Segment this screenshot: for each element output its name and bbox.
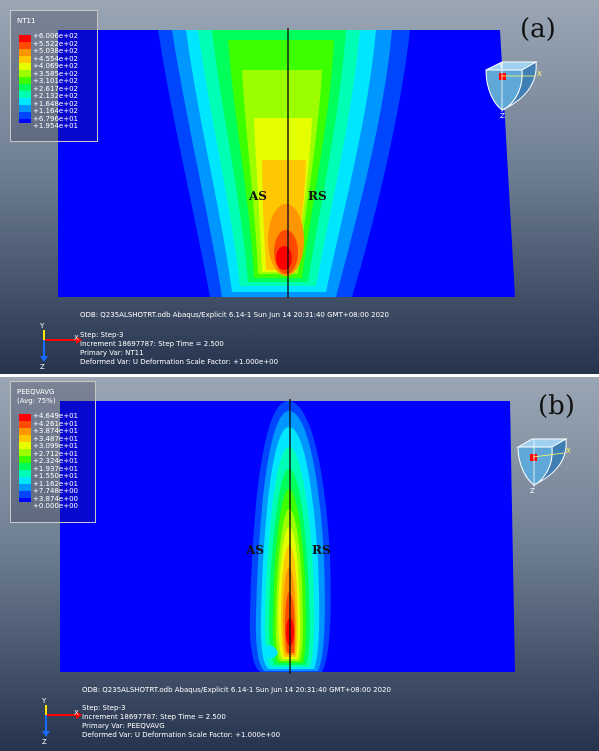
legend-value: +5.038e+02 (33, 47, 78, 55)
view-cube-icon (485, 61, 538, 112)
legend-swatch (19, 70, 31, 77)
triad-z-label: Z (42, 738, 47, 746)
legend-value: +1.648e+02 (33, 99, 78, 108)
axis-triad-icon (42, 705, 82, 737)
odb-info-line: ODB: Q235ALSHOTRT.odb Abaqus/Explicit 6.… (80, 311, 389, 319)
legend-value: +2.617e+02 (33, 84, 78, 93)
legend-averaging-note: (Avg: 75%) (17, 397, 56, 405)
legend-swatch (19, 449, 31, 456)
retreating-side-label: RS (308, 189, 327, 203)
legend-swatch (19, 470, 31, 477)
legend-swatch (19, 421, 31, 428)
legend-swatch (19, 49, 31, 56)
contour-band (276, 246, 292, 270)
legend-swatch (19, 98, 31, 105)
legend-swatch (19, 491, 31, 498)
primary-var-line: Primary Var: PEEQVAVG (82, 722, 165, 730)
legend-swatch (19, 63, 31, 70)
legend-value: +2.712e+01 (33, 449, 78, 458)
increment-info-line: Increment 18697787: Step Time = 2.500 (82, 713, 226, 721)
legend-swatch (19, 477, 31, 484)
legend-swatch (19, 105, 31, 112)
legend-swatch (19, 456, 31, 463)
step-info-line: Step: Step-3 (82, 704, 126, 712)
legend-swatch (19, 119, 31, 123)
cube-z-label: Z (500, 112, 505, 120)
advancing-side-label: AS (246, 543, 264, 557)
panel-a: NT11 +6.006e+02 +5.522e+02 +5.038e+02 +4… (0, 0, 599, 374)
legend-value: +1.937e+01 (33, 464, 78, 473)
legend-swatch (19, 484, 31, 491)
legend-value: +4.554e+02 (33, 54, 78, 63)
step-info-line: Step: Step-3 (80, 331, 124, 339)
panel-label: (b) (538, 391, 575, 421)
legend-swatch (19, 414, 31, 421)
triad-y-label: Y (42, 697, 47, 705)
legend-value: +7.748e+00 (33, 487, 78, 495)
legend-swatch (19, 42, 31, 49)
triad-y-label: Y (40, 322, 45, 330)
legend-value: +6.006e+02 (33, 32, 78, 40)
legend-value: +4.649e+01 (33, 412, 78, 420)
legend-swatch (19, 112, 31, 119)
triad-x-label: X (74, 709, 79, 717)
contour-legend: NT11 +6.006e+02 +5.522e+02 +5.038e+02 +4… (10, 10, 98, 142)
legend-swatch (19, 84, 31, 91)
triad-x-label: X (74, 334, 79, 342)
legend-value: +1.954e+01 (33, 122, 78, 130)
legend-swatch (19, 498, 31, 502)
legend-variable-name: PEEQVAVG (17, 388, 55, 396)
retreating-side-label: RS (312, 543, 331, 557)
panel-label: (a) (520, 14, 556, 44)
legend-swatch (19, 463, 31, 470)
legend-swatch (19, 91, 31, 98)
legend-value: +4.261e+01 (33, 419, 78, 428)
legend-value: +1.162e+01 (33, 479, 78, 488)
legend-value: +3.099e+01 (33, 442, 78, 450)
legend-value: +3.585e+02 (33, 69, 78, 78)
legend-value: +2.324e+01 (33, 457, 78, 465)
cube-x-label: X (537, 70, 542, 78)
cube-z-label: Z (530, 487, 535, 495)
legend-swatch (19, 35, 31, 42)
view-cube-icon (516, 438, 568, 487)
legend-value: +2.132e+02 (33, 92, 78, 100)
panel-b: PEEQVAVG (Avg: 75%) +4.649e+01 +4.261e+0… (0, 377, 599, 751)
legend-swatch (19, 77, 31, 84)
odb-info-line: ODB: Q235ALSHOTRT.odb Abaqus/Explicit 6.… (82, 686, 391, 694)
contour-band (262, 645, 278, 659)
primary-var-line: Primary Var: NT11 (80, 349, 144, 357)
legend-variable-name: NT11 (17, 17, 36, 25)
triad-z-label: Z (40, 363, 45, 371)
legend-swatch (19, 435, 31, 442)
axis-triad-icon (40, 330, 82, 362)
legend-value: +1.550e+01 (33, 472, 78, 480)
cube-x-label: X (566, 447, 571, 455)
deformed-var-line: Deformed Var: U Deformation Scale Factor… (82, 731, 281, 739)
legend-value: +6.796e+01 (33, 114, 78, 123)
legend-swatch (19, 428, 31, 435)
contour-legend: PEEQVAVG (Avg: 75%) +4.649e+01 +4.261e+0… (10, 381, 96, 523)
legend-value: +3.487e+01 (33, 434, 78, 443)
cube-y-label: Y (499, 62, 504, 70)
advancing-side-label: AS (249, 189, 267, 203)
legend-value: +4.069e+02 (33, 62, 78, 70)
legend-swatch (19, 56, 31, 63)
contour-plot-b (42, 399, 568, 737)
legend-value: +5.522e+02 (33, 39, 78, 48)
legend-value: +3.874e+00 (33, 494, 78, 503)
increment-info-line: Increment 18697787: Step Time = 2.500 (80, 340, 224, 348)
legend-value: +3.874e+01 (33, 427, 78, 435)
deformed-var-line: Deformed Var: U Deformation Scale Factor… (80, 358, 279, 366)
legend-value: +3.101e+02 (33, 77, 78, 85)
legend-swatch (19, 442, 31, 449)
legend-value: +0.000e+00 (33, 502, 78, 510)
legend-value: +1.164e+02 (33, 107, 78, 115)
contour-plot-a (40, 28, 538, 362)
